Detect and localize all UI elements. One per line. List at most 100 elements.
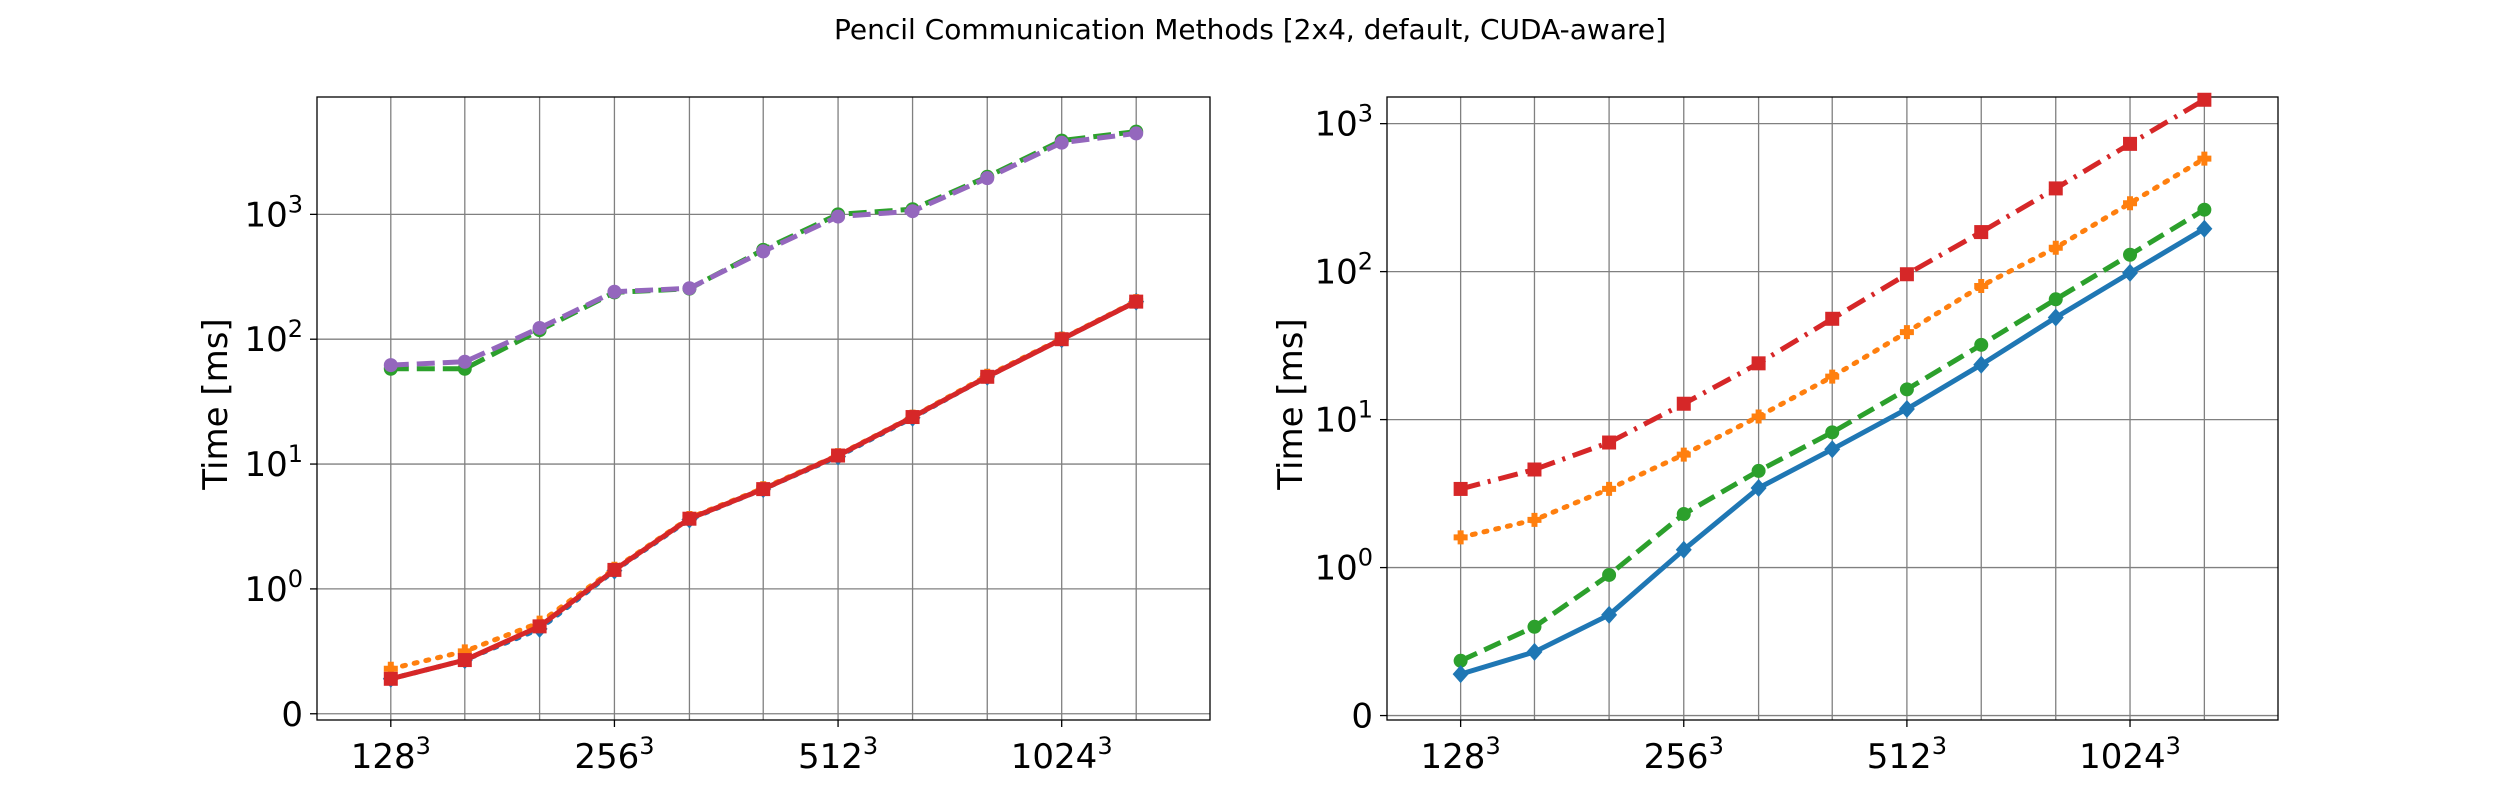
data-point [831,448,846,463]
series [1453,202,2212,668]
data-point [2048,181,2063,196]
left-subplot: 1283 2563 5123 10243 0 100 101 102 103 Time [ms] [196,96,1211,777]
data-point [1974,225,1989,240]
series-line [1459,207,2206,664]
data-point [532,619,547,634]
data-point [1054,135,1069,150]
data-point [607,562,622,577]
series [1453,151,2212,545]
data-point [1601,605,1618,624]
data-point [1825,311,1840,326]
x-tick-label: 2563 [1644,732,1724,777]
data-point [1054,332,1069,347]
y-tick-label: 101 [1314,396,1373,441]
data-point [1527,619,1542,634]
data-point [831,209,846,224]
data-point [2048,240,2063,255]
data-point [756,482,771,497]
x-tick-label: 10243 [1011,732,1113,777]
y-tick-label: 100 [244,565,303,610]
data-point [457,354,472,369]
data-point [2197,92,2212,107]
data-point [1824,440,1841,459]
x-tick-label: 5123 [1867,732,1947,777]
data-point [2197,202,2212,217]
data-point [2122,263,2139,282]
data-point [980,369,995,384]
data-point [1750,478,1767,497]
y-axis-label: Time [ms] [1271,318,1311,490]
data-point [1453,530,1468,545]
y-tick-label: 103 [244,190,303,235]
data-point [1676,507,1691,522]
data-point [1129,294,1144,309]
data-point [1751,356,1766,371]
data-point [905,204,920,219]
data-point [2123,247,2138,262]
data-point [1452,665,1469,684]
series [383,126,1144,373]
x-tick-label: 2563 [574,732,654,777]
series-line [1459,97,2206,492]
data-point [1899,382,1914,397]
axes-frame [1386,96,2279,721]
data-point [1751,463,1766,478]
data-point [682,281,697,296]
y-tick-label: 103 [1314,100,1373,145]
x-tick-label: 5123 [798,732,878,777]
data-point [607,284,622,299]
data-point [1602,481,1617,496]
y-tick-label: 101 [244,440,303,485]
y-tick-label: 0 [281,695,303,735]
data-point [383,358,398,373]
data-point [2123,196,2138,211]
data-point [2048,292,2063,307]
data-point [1675,540,1692,559]
data-point [2196,219,2213,238]
data-point [1751,409,1766,424]
series [1453,92,2212,496]
data-point [1527,512,1542,527]
data-point [532,320,547,335]
data-point [1129,126,1144,141]
data-point [1676,447,1691,462]
data-point [1899,325,1914,340]
right-subplot: 1283 2563 5123 10243 0 100 101 102 103 Time [ms] [1271,92,2279,777]
data-point [1898,399,1915,418]
data-point [457,653,472,668]
data-point [1527,462,1542,477]
figure-title: Pencil Communication Methods [2x4, defau… [834,13,1666,46]
data-point [1974,278,1989,293]
data-point [2123,136,2138,151]
data-point [682,511,697,526]
x-tick-label: 1283 [1421,732,1501,777]
data-point [1453,653,1468,668]
axes-frame [316,96,1211,721]
data-point [457,644,472,659]
y-tick-label: 0 [1351,697,1373,737]
data-point [1676,396,1691,411]
data-point [2197,151,2212,166]
data-point [1974,337,1989,352]
data-point [1453,481,1468,496]
data-point [1526,642,1543,661]
data-point [905,410,920,425]
data-point [756,244,771,259]
x-tick-label: 10243 [2079,732,2181,777]
data-point [383,661,398,676]
data-point [1825,369,1840,384]
data-point [1602,567,1617,582]
data-point [1602,435,1617,450]
x-tick-label: 1283 [351,732,431,777]
y-tick-label: 102 [1314,248,1373,293]
y-tick-label: 102 [244,315,303,360]
y-axis-label: Time [ms] [196,318,236,490]
data-point [1899,267,1914,282]
series [1452,219,2213,684]
y-tick-label: 100 [1314,544,1373,589]
data-point [980,171,995,186]
series [383,294,1144,686]
data-point [1973,355,1990,374]
data-point [1825,425,1840,440]
